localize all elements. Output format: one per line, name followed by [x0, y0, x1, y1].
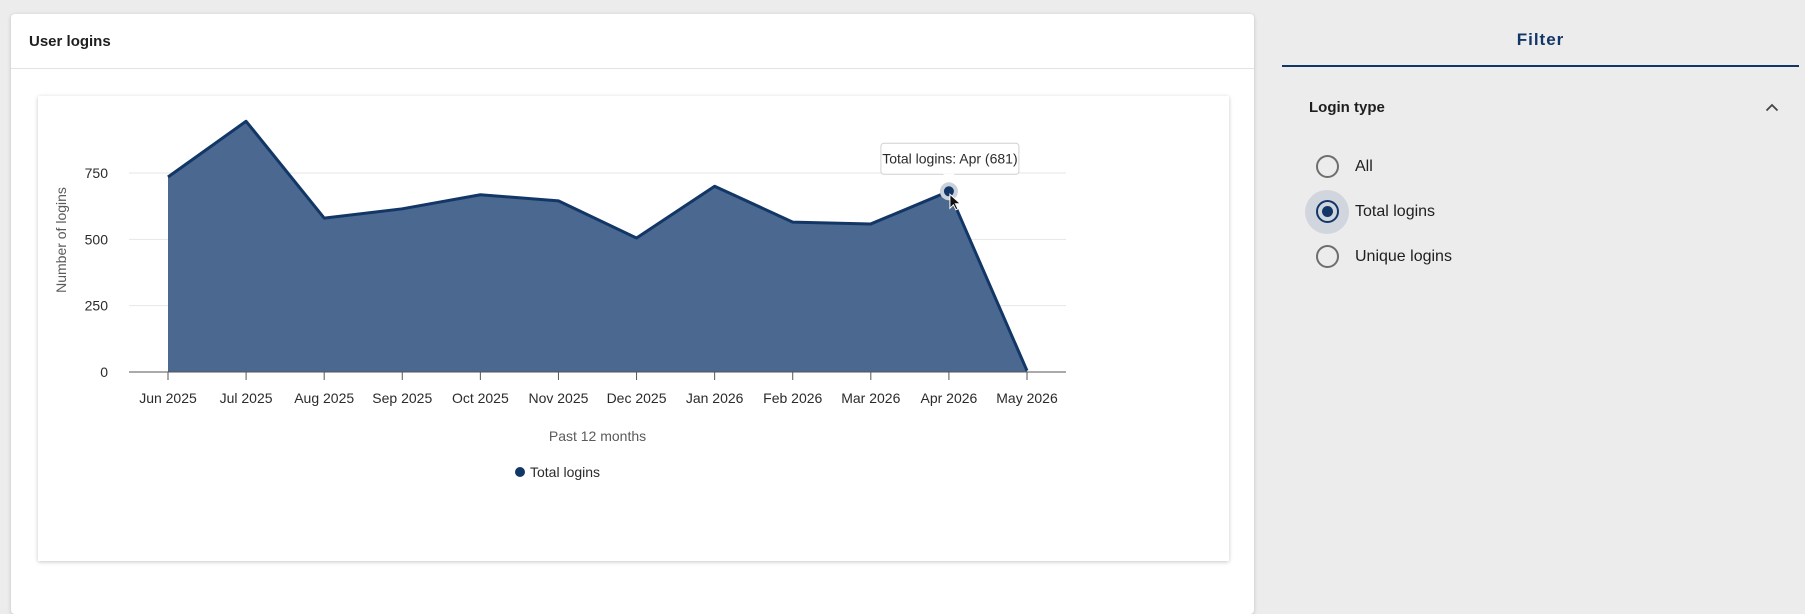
hover-point	[943, 186, 954, 197]
radio-halo	[1305, 145, 1349, 189]
radio-unique-logins[interactable]: Unique logins	[1309, 234, 1452, 279]
y-tick-label: 750	[85, 165, 109, 181]
legend-label: Total logins	[530, 464, 600, 480]
radio-halo	[1305, 235, 1349, 279]
login-type-section-toggle[interactable]: Login type	[1309, 92, 1779, 122]
radio-halo	[1305, 189, 1349, 234]
y-axis-title: Number of logins	[53, 187, 69, 293]
x-tick-label: Apr 2026	[920, 390, 977, 406]
filter-title: Filter	[1282, 14, 1799, 67]
logins-chart-svg: 0 250 500 750 Jun 2025 Jul 2025 Aug 2025 Sep 20…	[53, 119, 1066, 480]
tooltip: Total logins: Apr (681)	[880, 142, 1020, 181]
radio-total-logins-circle[interactable]	[1315, 200, 1339, 223]
login-type-options: All Total logins Unique logins	[1305, 144, 1452, 279]
radio-total-logins-label: Total logins	[1355, 202, 1436, 220]
x-tick-label: Mar 2026	[841, 390, 900, 406]
chevron-up-icon[interactable]	[1765, 100, 1779, 114]
logins-chart: 0 250 500 750 Jun 2025 Jul 2025 Aug 2025 Sep 20…	[38, 96, 1229, 561]
radio-all-label: All	[1355, 157, 1373, 175]
mouse-cursor-icon	[949, 193, 962, 211]
login-type-label: Login type	[1309, 98, 1385, 116]
x-tick-label: Oct 2025	[452, 390, 509, 406]
radio-unique-logins-circle[interactable]	[1315, 245, 1339, 268]
x-tick-label: Aug 2025	[294, 390, 354, 406]
x-tick-label: Sep 2025	[372, 390, 432, 406]
card-title: User logins	[11, 14, 1254, 69]
y-tick-label: 0	[100, 364, 108, 380]
radio-all[interactable]: All	[1309, 144, 1452, 189]
x-tick-label: Dec 2025	[607, 390, 667, 406]
radio-unique-logins-label: Unique logins	[1355, 247, 1452, 265]
x-axis-title: Past 12 months	[549, 428, 646, 444]
y-tick-label: 500	[85, 231, 109, 247]
filter-panel: Filter Login type All Total logins Uniqu…	[1282, 14, 1799, 597]
series-area-total-logins	[168, 121, 1027, 372]
radio-all-circle[interactable]	[1315, 155, 1339, 178]
radio-total-logins[interactable]: Total logins	[1305, 189, 1452, 234]
x-tick-label: Jul 2025	[220, 390, 273, 406]
x-tick-label: Feb 2026	[763, 390, 822, 406]
series-line-total-logins	[167, 119, 1029, 372]
x-tick-label: Nov 2025	[528, 390, 588, 406]
legend-marker	[515, 467, 525, 477]
x-tick-label: Jun 2025	[139, 390, 197, 406]
x-tick-label: Jan 2026	[686, 390, 744, 406]
user-logins-card: User logins 0 250 500 750 Jun 2025 Jul 2025 Au…	[11, 14, 1254, 614]
tooltip-arrow	[942, 173, 955, 181]
y-tick-label: 250	[85, 298, 109, 314]
tooltip-text: Total logins: Apr (681)	[882, 150, 1017, 166]
x-tick-label: May 2026	[996, 390, 1058, 406]
